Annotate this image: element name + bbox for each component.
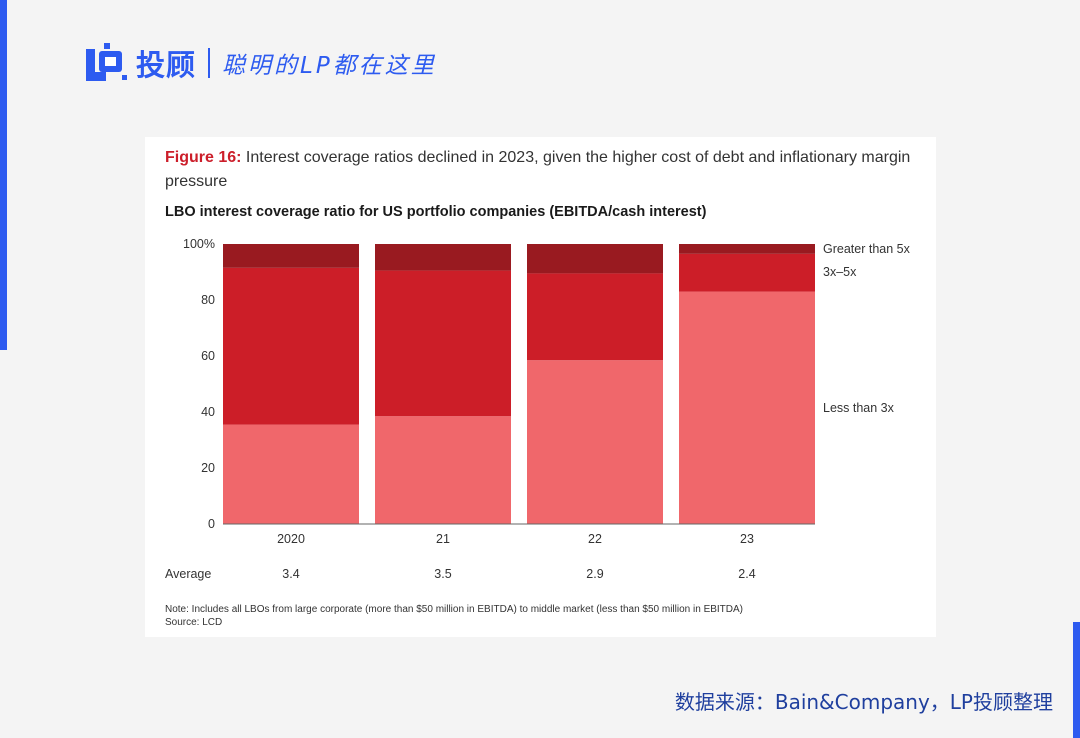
average-row-label: Average: [165, 567, 211, 581]
bar-segment: [375, 244, 511, 271]
stacked-bar-chart: 0 20 40 60 80 100% 2020 3.4 21 3.5 22 2.9 23 2.4 Avera…: [165, 237, 911, 581]
brand-header: 投顾 聪明的LP都在这里: [86, 40, 437, 86]
average-value: 2.9: [586, 567, 603, 581]
chart-note: Note: Includes all LBOs from large corpo…: [165, 603, 743, 629]
right-accent-bar: [1073, 622, 1080, 738]
lp-logo-icon: [86, 43, 127, 81]
footer-source: 数据来源：Bain&Company，LP投顾整理: [674, 690, 1053, 714]
bar-segment: [223, 267, 359, 425]
bar-segment: [527, 244, 663, 274]
note-text: Note: Includes all LBOs from large corpo…: [165, 604, 744, 615]
bar-segment: [375, 270, 511, 417]
y-tick-label: 20: [201, 461, 215, 475]
bar-segment: [223, 244, 359, 268]
legend-label: Greater than 5x: [823, 242, 911, 256]
average-value: 3.5: [434, 567, 451, 581]
bar-segment: [679, 291, 815, 524]
bar-segment: [223, 424, 359, 524]
y-tick-label: 40: [201, 405, 215, 419]
bar-segment: [375, 416, 511, 524]
source-text: Source: LCD: [165, 617, 223, 628]
left-accent-bar: [0, 0, 7, 350]
y-tick-label: 60: [201, 349, 215, 363]
y-tick-label: 80: [201, 293, 215, 307]
x-tick-label: 2020: [277, 532, 305, 546]
brand-divider: [208, 48, 211, 78]
x-tick-label: 22: [588, 532, 602, 546]
average-value: 2.4: [738, 567, 755, 581]
bar-segment: [679, 253, 815, 292]
x-tick-label: 21: [436, 532, 450, 546]
y-tick-label: 0: [208, 517, 215, 531]
brand-slogan: 聪明的LP都在这里: [222, 53, 437, 79]
legend-label: 3x–5x: [823, 265, 857, 279]
brand-name: 投顾: [136, 48, 197, 82]
chart-title: LBO interest coverage ratio for US portf…: [165, 204, 707, 220]
x-tick-label: 23: [740, 532, 754, 546]
legend-label: Less than 3x: [823, 401, 895, 415]
figure-label: Figure 16:: [165, 149, 242, 166]
bar-segment: [679, 244, 815, 254]
y-tick-label: 100%: [183, 237, 215, 251]
bar-segment: [527, 273, 663, 361]
figure-caption-text: Interest coverage ratios declined in 202…: [165, 149, 911, 190]
figure-caption: Figure 16: Interest coverage ratios decl…: [165, 146, 925, 194]
average-value: 3.4: [282, 567, 299, 581]
figure-card: Figure 16: Interest coverage ratios decl…: [145, 137, 936, 637]
bar-segment: [527, 360, 663, 524]
